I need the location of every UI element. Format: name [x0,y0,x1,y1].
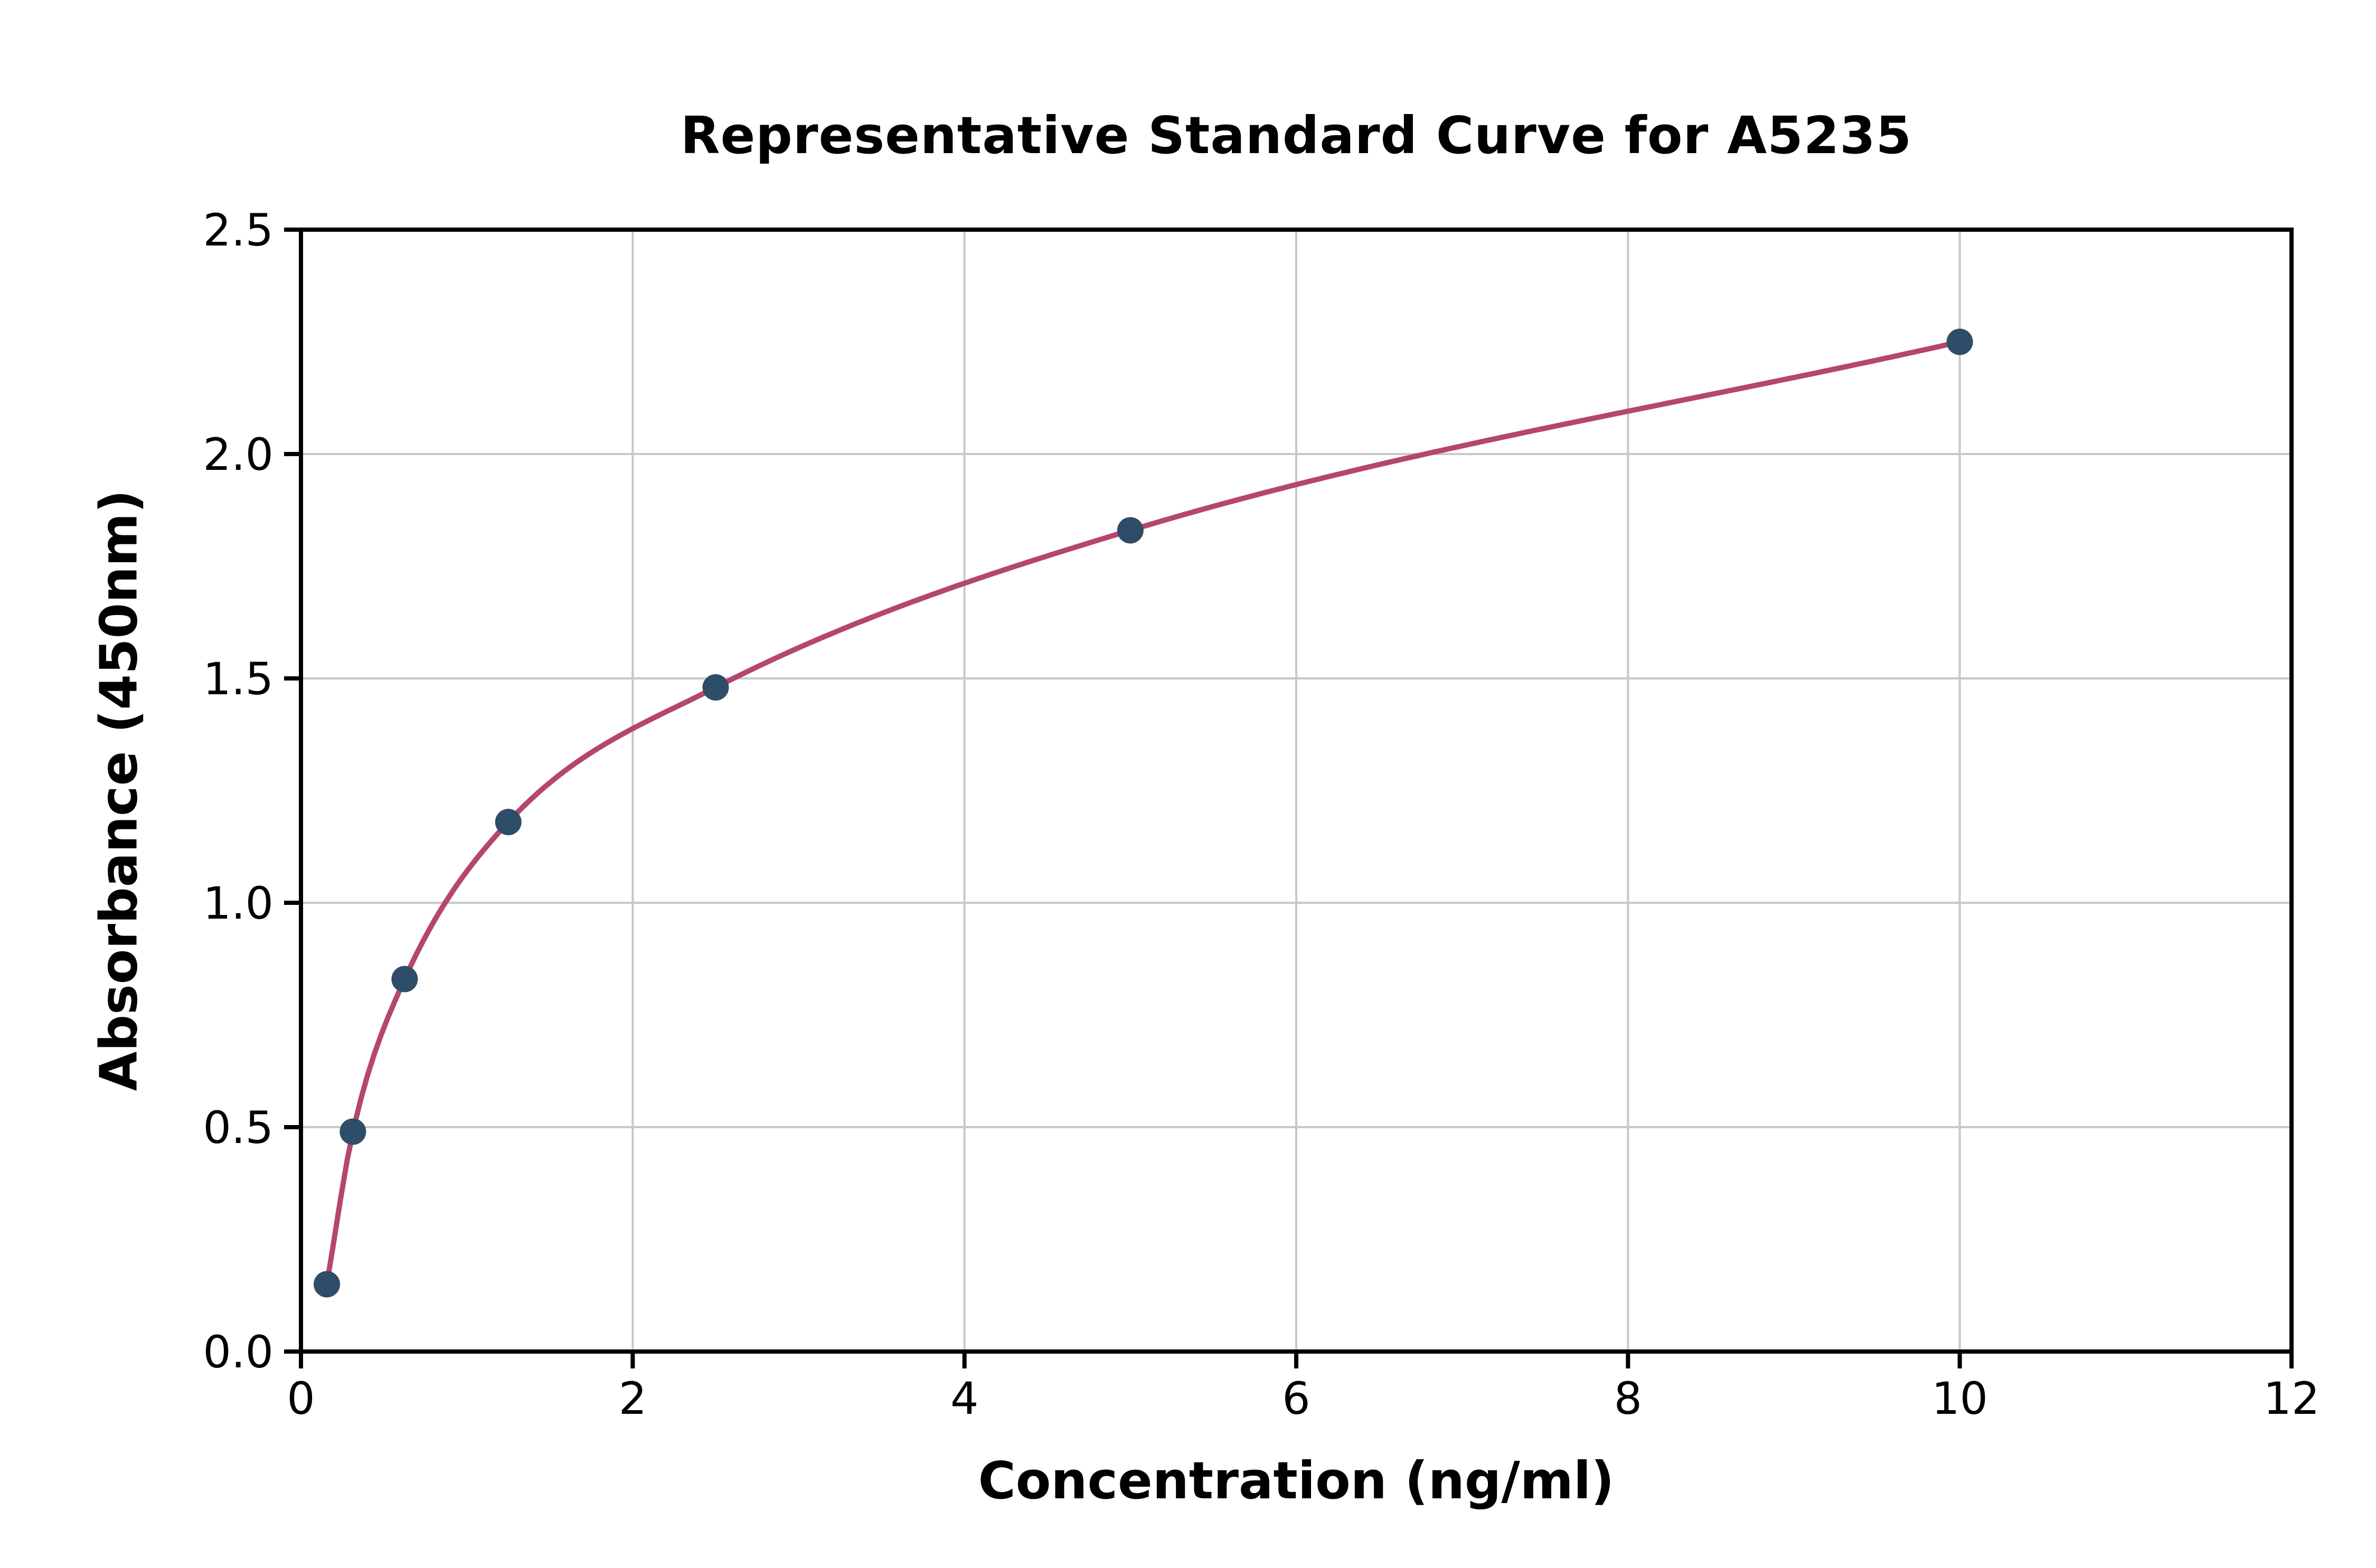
y-tick-label: 2.5 [203,204,274,256]
x-axis-label: Concentration (ng/ml) [978,1451,1615,1510]
y-tick-label: 2.0 [203,429,274,480]
x-tick-label: 10 [1931,1373,1988,1424]
data-point [495,809,522,835]
x-tick-label: 2 [619,1373,647,1424]
x-tick-label: 8 [1614,1373,1642,1424]
data-point [1946,328,1973,355]
y-tick-label: 0.5 [203,1102,274,1154]
x-tick-label: 4 [950,1373,978,1424]
y-axis-label: Absorbance (450nm) [89,489,149,1091]
fit-curve [324,339,1963,1287]
y-tick-label: 0.0 [203,1326,274,1378]
x-tick-label: 0 [287,1373,315,1424]
y-tick-label: 1.0 [203,877,274,929]
chart-title: Representative Standard Curve for A5235 [680,106,1912,165]
data-point [1117,517,1144,544]
y-tick-label: 1.5 [203,653,274,705]
x-tick-label: 6 [1282,1373,1310,1424]
data-point [314,1271,341,1298]
data-point [702,674,729,701]
data-point [340,1118,366,1145]
data-point [391,966,418,993]
x-tick-label: 12 [2264,1373,2320,1424]
